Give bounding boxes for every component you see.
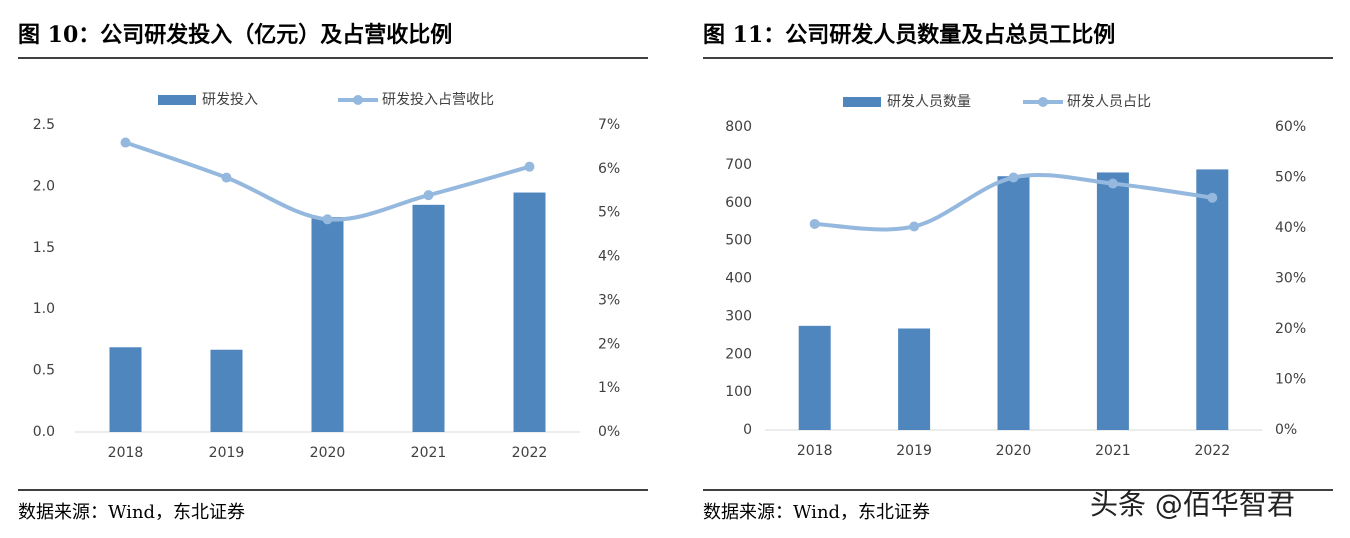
y2-tick-label: 2%	[598, 336, 620, 352]
bar	[798, 325, 831, 430]
y2-tick-label: 40%	[1275, 220, 1306, 236]
y2-tick-label: 30%	[1275, 271, 1306, 287]
line-marker	[1008, 172, 1019, 183]
y2-tick-label: 20%	[1275, 321, 1306, 337]
x-tick-label: 2018	[108, 445, 144, 461]
y-tick-label: 600	[725, 195, 752, 211]
x-tick-label: 2022	[1194, 443, 1230, 459]
line	[124, 140, 531, 222]
line-marker	[1107, 178, 1118, 189]
y2-tick-label: 60%	[1275, 119, 1306, 135]
x-tick-label: 2021	[411, 445, 447, 461]
y-tick-label: 400	[725, 271, 752, 287]
y2-tick-label: 0%	[598, 424, 620, 440]
y2-tick-label: 50%	[1275, 170, 1306, 186]
line-marker	[423, 190, 434, 201]
x-tick-label: 2019	[209, 445, 245, 461]
y-tick-label: 300	[725, 308, 752, 324]
y2-tick-label: 7%	[598, 117, 620, 133]
watermark: 头条 @佰华智君	[1090, 488, 1295, 521]
line-marker	[221, 172, 232, 183]
legend-label: 研发人员占比	[1067, 94, 1151, 110]
y-tick-label: 1.0	[33, 301, 55, 317]
y2-tick-label: 1%	[598, 380, 620, 396]
y-tick-label: 0	[743, 422, 752, 438]
y2-tick-label: 0%	[1275, 422, 1297, 438]
legend-swatch	[158, 95, 196, 105]
y-tick-label: 100	[725, 384, 752, 400]
legend-marker	[353, 95, 363, 105]
bar	[109, 347, 142, 432]
line-marker	[524, 161, 535, 172]
legend-marker	[1038, 97, 1048, 107]
line-marker	[1207, 192, 1218, 203]
y-tick-label: 800	[725, 119, 752, 135]
y-tick-label: 1.5	[33, 240, 55, 256]
chart-title: 图 11：公司研发人员数量及占总员工比例	[703, 22, 1115, 48]
x-tick-label: 2018	[797, 443, 833, 459]
bar	[210, 349, 243, 432]
x-tick-label: 2019	[896, 443, 932, 459]
y-tick-label: 2.0	[33, 178, 55, 194]
x-tick-label: 2020	[996, 443, 1032, 459]
bar	[513, 192, 546, 432]
bar	[1196, 169, 1229, 431]
source: 数据来源：Wind，东北证券	[703, 502, 930, 523]
y2-tick-label: 3%	[598, 292, 620, 308]
y-tick-label: 700	[725, 157, 752, 173]
legend-label: 研发投入占营收比	[382, 92, 494, 108]
legend-label: 研发投入	[202, 92, 258, 108]
line-marker	[120, 137, 131, 148]
legend-swatch	[843, 97, 881, 107]
bar	[997, 176, 1030, 430]
source: 数据来源：Wind，东北证券	[18, 502, 245, 523]
x-tick-label: 2020	[310, 445, 346, 461]
y-tick-label: 200	[725, 346, 752, 362]
legend-label: 研发人员数量	[887, 94, 971, 110]
line-marker	[809, 218, 820, 229]
y2-tick-label: 6%	[598, 161, 620, 177]
y2-tick-label: 10%	[1275, 372, 1306, 388]
x-tick-label: 2022	[512, 445, 548, 461]
bar	[1096, 172, 1129, 430]
y-tick-label: 0.0	[33, 424, 55, 440]
y-tick-label: 2.5	[33, 117, 55, 133]
x-tick-label: 2021	[1095, 443, 1131, 459]
y-tick-label: 500	[725, 233, 752, 249]
chart-title: 图 10：公司研发投入（亿元）及占营收比例	[18, 22, 452, 48]
y2-tick-label: 4%	[598, 249, 620, 265]
line-marker	[909, 221, 920, 232]
bar	[311, 217, 344, 432]
bar	[412, 204, 445, 432]
y2-tick-label: 5%	[598, 205, 620, 221]
bar	[898, 328, 931, 430]
line-marker	[322, 214, 333, 225]
y-tick-label: 0.5	[33, 363, 55, 379]
